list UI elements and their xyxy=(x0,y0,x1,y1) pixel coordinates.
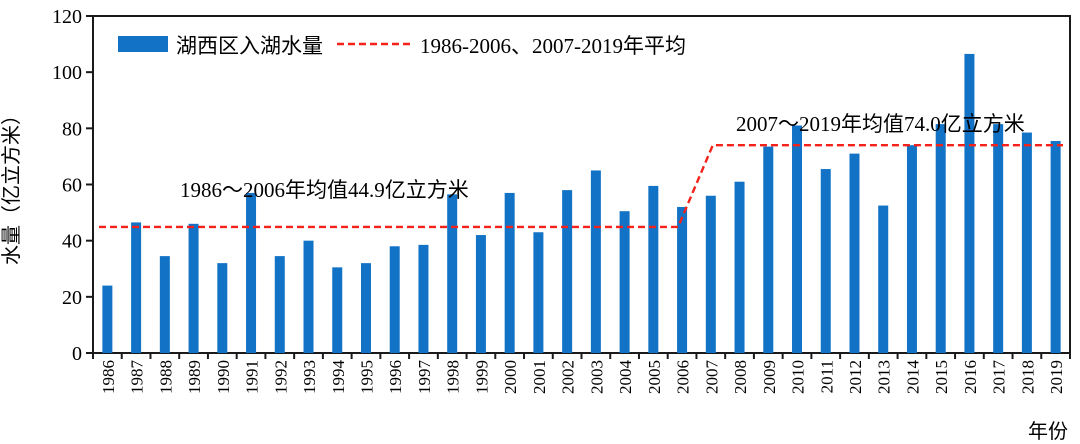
bar-2003 xyxy=(590,170,601,353)
bar-1993 xyxy=(303,240,314,353)
x-tick-label: 1990 xyxy=(214,360,233,394)
bar-2014 xyxy=(906,145,917,353)
x-tick-label: 1992 xyxy=(271,360,290,394)
x-tick-label: 2005 xyxy=(645,360,664,394)
x-tick-label: 2009 xyxy=(760,360,779,394)
x-tick-label: 2015 xyxy=(932,360,951,394)
x-tick-label: 1991 xyxy=(243,360,262,394)
x-tick-label: 2012 xyxy=(846,360,865,394)
x-axis-title: 年份 xyxy=(1028,420,1068,443)
y-tick-label: 20 xyxy=(62,287,82,309)
legend-bar-swatch xyxy=(118,36,168,52)
bar-2002 xyxy=(562,190,573,353)
x-axis-ticks: 1986 1987 1988 1989 1990 1991 1992 1993 1994 1995… xyxy=(92,353,1071,395)
annotation-mean-1986-2006: 1986～2006年均值44.9亿立方米 xyxy=(180,178,469,202)
bar-1987 xyxy=(131,222,142,353)
bar-1990 xyxy=(217,263,228,353)
bar-1992 xyxy=(274,256,285,353)
bar-2008 xyxy=(734,181,745,353)
bar-2006 xyxy=(677,206,688,353)
x-tick-label: 2014 xyxy=(903,360,922,395)
y-axis-ticks: 0 20 40 60 80 100 120 xyxy=(52,6,93,365)
x-tick-label: 2002 xyxy=(559,360,578,394)
bar-2019 xyxy=(1050,140,1061,353)
x-tick-label: 2001 xyxy=(530,360,549,394)
bar-1999 xyxy=(475,235,486,353)
x-tick-label: 1999 xyxy=(472,360,491,394)
y-tick-label: 100 xyxy=(52,62,82,84)
bar-1989 xyxy=(188,223,199,353)
y-tick-label: 40 xyxy=(62,231,82,253)
bar-2000 xyxy=(504,192,515,353)
bar-1988 xyxy=(159,256,170,353)
y-axis-title: 水量（亿立方米） xyxy=(0,105,23,265)
x-tick-label: 2018 xyxy=(1018,360,1037,394)
average-dashed-line xyxy=(99,143,1063,229)
x-tick-label: 2019 xyxy=(1047,360,1066,394)
x-tick-label: 2008 xyxy=(731,360,750,394)
bar-2001 xyxy=(533,232,544,353)
bar-2018 xyxy=(1021,132,1032,353)
x-tick-label: 2017 xyxy=(990,360,1009,395)
bar-2016 xyxy=(964,53,975,353)
bar-1997 xyxy=(418,244,429,353)
x-tick-label: 2011 xyxy=(817,360,836,393)
bar-2011 xyxy=(820,169,831,353)
bar-1991 xyxy=(246,192,257,353)
x-tick-label: 2010 xyxy=(789,360,808,394)
bar-2017 xyxy=(993,124,1004,353)
x-tick-label: 2003 xyxy=(587,360,606,394)
annotation-mean-2007-2019: 2007～2019年均值74.0亿立方米 xyxy=(736,112,1025,136)
bar-1986 xyxy=(102,285,113,353)
y-tick-label: 80 xyxy=(62,118,82,140)
x-tick-label: 1987 xyxy=(128,360,147,395)
bar-1996 xyxy=(389,246,400,353)
x-tick-label: 1998 xyxy=(444,360,463,394)
x-tick-label: 2013 xyxy=(875,360,894,394)
y-tick-label: 60 xyxy=(62,175,82,197)
bar-1994 xyxy=(332,267,343,353)
x-tick-label: 2016 xyxy=(961,360,980,394)
x-tick-label: 1993 xyxy=(300,360,319,394)
x-tick-label: 1995 xyxy=(357,360,376,394)
x-tick-label: 2004 xyxy=(616,360,635,395)
bar-1995 xyxy=(360,263,371,353)
x-tick-label: 2006 xyxy=(674,360,693,394)
legend: 湖西区入湖水量 1986-2006、2007-2019年平均 xyxy=(118,34,686,58)
x-tick-label: 1989 xyxy=(185,360,204,394)
bar-series xyxy=(102,53,1061,354)
y-tick-label: 120 xyxy=(52,6,82,28)
bar-2012 xyxy=(849,153,860,353)
bar-1998 xyxy=(447,194,458,353)
bar-2005 xyxy=(648,185,659,353)
bar-2009 xyxy=(763,146,774,353)
x-tick-label: 1986 xyxy=(99,360,118,394)
bar-2007 xyxy=(705,195,716,353)
bar-2004 xyxy=(619,211,630,353)
x-tick-label: 1996 xyxy=(386,360,405,394)
x-tick-label: 2000 xyxy=(501,360,520,394)
legend-line-label: 1986-2006、2007-2019年平均 xyxy=(420,34,686,58)
bar-2015 xyxy=(935,124,946,353)
x-tick-label: 1988 xyxy=(156,360,175,394)
x-tick-label: 1997 xyxy=(415,360,434,395)
x-tick-label: 1994 xyxy=(329,360,348,395)
y-tick-label: 0 xyxy=(72,343,82,365)
legend-bar-label: 湖西区入湖水量 xyxy=(176,34,323,58)
average-line-path xyxy=(99,143,1063,229)
bar-2010 xyxy=(792,125,803,354)
bar-2013 xyxy=(878,205,889,353)
x-tick-label: 2007 xyxy=(702,360,721,395)
